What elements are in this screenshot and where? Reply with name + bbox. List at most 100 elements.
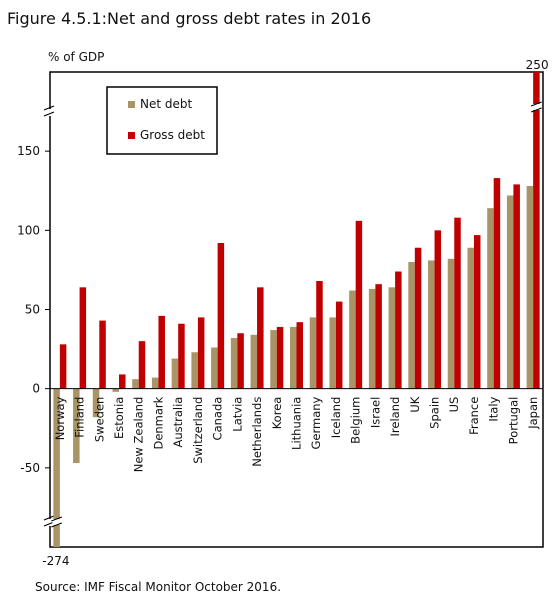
category-label: Switzerland [191, 397, 205, 464]
bar-net-debt [428, 260, 435, 389]
bar-net-debt [526, 186, 534, 389]
bar-net-debt [487, 208, 494, 389]
bar-gross-debt [59, 344, 67, 389]
bar-gross-debt [217, 243, 225, 389]
bar-net-debt [211, 347, 218, 389]
axis-break-mark [43, 521, 55, 527]
bar-gross-debt [178, 323, 185, 389]
y-tick-label: -50 [20, 461, 40, 475]
category-label: Germany [309, 396, 323, 449]
category-label: Iceland [329, 397, 343, 439]
bar-break-mark [51, 522, 63, 528]
category-label: US [447, 397, 461, 413]
bar-net-debt [112, 388, 120, 392]
legend-swatch-gross [128, 132, 135, 139]
bar-net-debt [171, 358, 179, 389]
y-tick-label: 150 [17, 144, 40, 158]
bar-net-debt [368, 288, 376, 389]
category-label: Sweden [92, 397, 106, 442]
bar-gross-debt [197, 317, 205, 389]
bar-net-debt [467, 247, 474, 389]
legend-box [106, 86, 218, 155]
bar-net-debt [151, 377, 159, 389]
source-note: Source: IMF Fiscal Monitor October 2016. [35, 580, 282, 594]
bar-gross-debt [493, 178, 501, 389]
category-label: France [467, 397, 481, 435]
bar-net-debt [388, 287, 396, 389]
bar-gross-debt [138, 341, 146, 389]
bar-net-debt [230, 338, 238, 389]
axis-break-mark [43, 111, 55, 117]
bar-gross-debt [158, 315, 165, 389]
figure-title: Figure 4.5.1:Net and gross debt rates in… [7, 9, 372, 28]
axis-break-label-top: 250 [526, 58, 549, 72]
category-label: New Zealand [132, 397, 146, 473]
category-label: Lithuania [290, 397, 304, 450]
bar-gross-debt [99, 320, 106, 389]
bar-gross-debt [316, 281, 323, 389]
category-label: Canada [211, 397, 225, 441]
bar-net-debt [408, 262, 415, 389]
bar-gross-debt [237, 333, 244, 389]
bar-gross-debt [395, 271, 402, 389]
category-label: UK [408, 396, 422, 412]
category-label: Spain [428, 397, 442, 429]
bar-gross-debt [533, 72, 540, 389]
axis-break-mark [43, 515, 55, 521]
bar-break-gap [532, 104, 541, 110]
bar-net-debt [290, 326, 297, 389]
bar-gross-debt [257, 287, 264, 389]
bar-net-debt [349, 290, 356, 389]
category-label: Estonia [112, 397, 126, 439]
category-label: Netherlands [250, 397, 264, 467]
legend-label-net: Net debt [140, 97, 192, 111]
axis-break-gap [46, 519, 54, 526]
bar-net-debt [250, 334, 258, 389]
bar-break-gap [52, 519, 61, 525]
y-axis-label: % of GDP [48, 50, 105, 64]
bar-gross-debt [79, 287, 87, 389]
bar-gross-debt [296, 322, 303, 389]
bar-gross-debt [119, 374, 126, 389]
bar-net-debt [73, 388, 80, 464]
axis-break-gap [46, 109, 54, 116]
category-label: Latvia [230, 397, 244, 432]
category-label: Finland [73, 397, 87, 438]
bar-net-debt [53, 388, 60, 547]
category-label: Denmark [151, 396, 165, 449]
bar-gross-debt [434, 230, 442, 389]
category-label: Japan [526, 397, 540, 430]
category-label: Portugal [506, 397, 520, 445]
bar-net-debt [132, 379, 139, 389]
bar-net-debt [447, 258, 455, 389]
category-label: Korea [270, 397, 284, 430]
bar-gross-debt [375, 284, 382, 389]
bar-net-debt [506, 195, 514, 389]
legend-label-gross: Gross debt [140, 128, 205, 142]
bar-net-debt [329, 317, 336, 389]
bar-gross-debt [355, 220, 363, 389]
category-label: Norway [53, 396, 67, 440]
bar-gross-debt [276, 326, 284, 389]
bar-break-mark [530, 101, 542, 107]
bar-gross-debt [335, 301, 343, 389]
bar-break-mark [530, 107, 542, 113]
bar-net-debt [92, 388, 100, 418]
category-label: Israel [368, 397, 382, 428]
y-tick-label: 0 [32, 382, 40, 396]
bar-gross-debt [454, 217, 461, 389]
bar-gross-debt [473, 235, 481, 389]
legend-swatch-net [128, 101, 135, 108]
category-label: Belgium [349, 397, 363, 444]
axis-break-label-bottom: -274 [42, 554, 69, 568]
bar-net-debt [309, 317, 317, 389]
bar-gross-debt [414, 247, 422, 389]
bar-net-debt [270, 330, 277, 389]
bar-gross-debt [513, 184, 520, 389]
y-tick-label: 50 [25, 303, 40, 317]
y-tick-label: 100 [17, 223, 40, 237]
bar-net-debt [191, 352, 198, 389]
category-label: Italy [487, 396, 501, 421]
axis-break-mark [43, 105, 55, 111]
